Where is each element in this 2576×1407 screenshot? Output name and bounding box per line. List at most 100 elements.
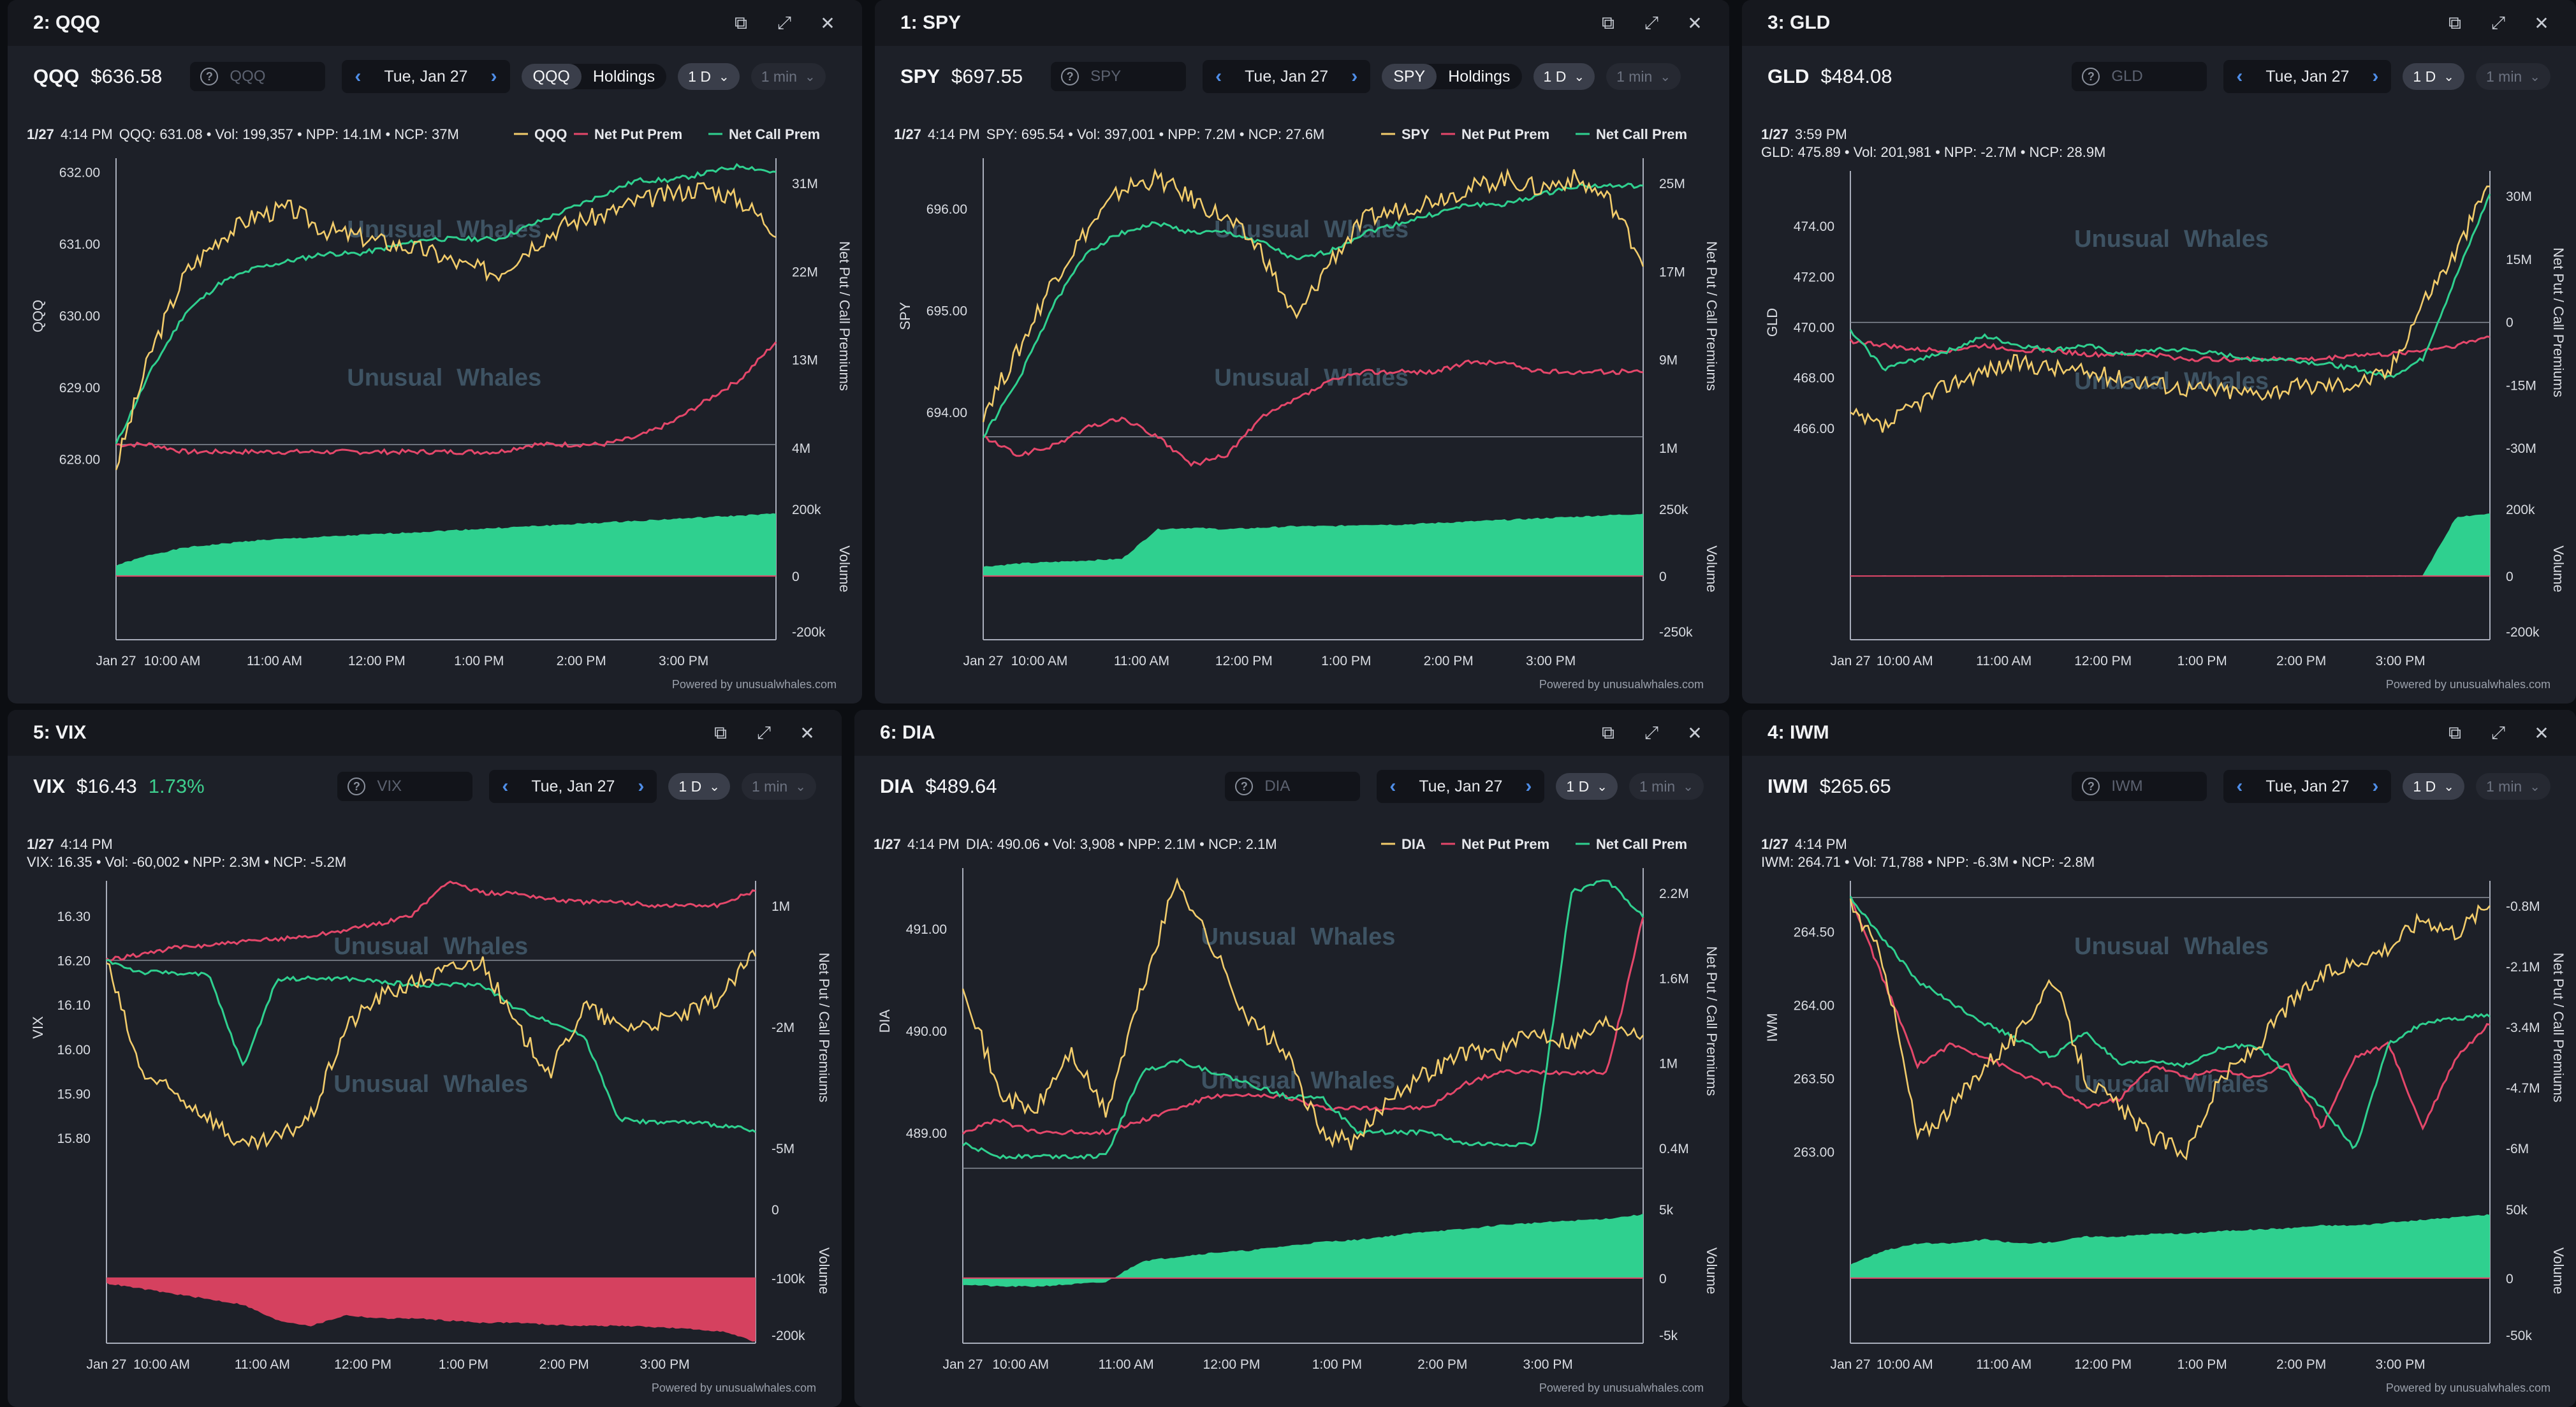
time-tick-label: 3:00 PM xyxy=(1526,654,1576,668)
close-icon[interactable]: ✕ xyxy=(1687,13,1702,33)
toggle-ticker-option[interactable]: SPY xyxy=(1382,64,1437,89)
chevron-right-icon[interactable]: › xyxy=(1351,66,1358,87)
date-label[interactable]: Tue, Jan 27 xyxy=(384,67,468,85)
date-label[interactable]: Tue, Jan 27 xyxy=(2265,67,2350,85)
period-dropdown[interactable]: 1 D ⌄ xyxy=(1533,63,1595,90)
legend-item-0[interactable]: QQQ xyxy=(534,126,567,142)
date-label[interactable]: Tue, Jan 27 xyxy=(1419,777,1503,795)
legend-item-1[interactable]: Net Put Prem xyxy=(594,126,682,142)
interval-dropdown[interactable]: 1 min ⌄ xyxy=(1628,773,1704,800)
legend-item-2[interactable]: Net Call Prem xyxy=(1596,836,1687,852)
powered-by-text[interactable]: Powered by unusualwhales.com xyxy=(2386,1381,2550,1394)
time-tick-label: 12:00 PM xyxy=(2074,654,2132,668)
popout-icon[interactable]: ⧉ xyxy=(714,722,727,742)
powered-by-text[interactable]: Powered by unusualwhales.com xyxy=(1539,678,1704,691)
chevron-right-icon[interactable]: › xyxy=(2372,776,2379,797)
chevron-left-icon[interactable]: ‹ xyxy=(2236,776,2243,797)
popout-icon[interactable]: ⧉ xyxy=(2448,722,2461,742)
watermark-word: Unusual xyxy=(333,933,429,960)
volume-tick-label: 0 xyxy=(2506,570,2514,584)
date-label[interactable]: Tue, Jan 27 xyxy=(2265,777,2350,795)
chart-svg[interactable]: 1/27 4:14 PM QQQ: 631.08 • Vol: 199,357 • … xyxy=(8,107,862,704)
popout-icon[interactable]: ⧉ xyxy=(1602,12,1614,33)
chart-svg[interactable]: 1/27 4:14 PM IWM: 264.71 • Vol: 71,788 • N… xyxy=(1742,817,2576,1407)
chart-svg[interactable]: 1/27 3:59 PM GLD: 475.89 • Vol: 201,981 • … xyxy=(1742,107,2576,704)
powered-by-text[interactable]: Powered by unusualwhales.com xyxy=(2386,678,2550,691)
period-dropdown[interactable]: 1 D ⌄ xyxy=(1556,773,1618,800)
close-icon[interactable]: ✕ xyxy=(2534,13,2549,33)
chevron-left-icon[interactable]: ‹ xyxy=(1215,66,1222,87)
chart-svg[interactable]: 1/27 4:14 PM SPY: 695.54 • Vol: 397,001 • … xyxy=(875,107,1729,704)
expand-icon[interactable]: ⤢ xyxy=(1644,722,1659,742)
readout-time: 4:14 PM xyxy=(928,126,980,142)
price-line xyxy=(962,877,1644,1151)
ticker-search-input[interactable]: ? VIX xyxy=(337,772,473,801)
ticker-search-input[interactable]: ? SPY xyxy=(1051,62,1187,91)
search-help-icon: ? xyxy=(200,68,219,85)
powered-by-text[interactable]: Powered by unusualwhales.com xyxy=(1539,1381,1704,1394)
interval-dropdown[interactable]: 1 min ⌄ xyxy=(750,63,826,90)
right-axis-title: Net Put / Call Premiums xyxy=(816,953,832,1103)
price-tick-label: 263.00 xyxy=(1794,1145,1834,1160)
chevron-left-icon[interactable]: ‹ xyxy=(355,66,362,87)
chart-svg[interactable]: 1/27 4:14 PM VIX: 16.35 • Vol: -60,002 • N… xyxy=(8,817,842,1407)
time-tick-label: 3:00 PM xyxy=(1523,1357,1573,1372)
chevron-right-icon[interactable]: › xyxy=(2372,66,2379,87)
date-label[interactable]: Tue, Jan 27 xyxy=(1245,67,1329,85)
premium-tick-label: 0 xyxy=(2506,316,2514,330)
popout-icon[interactable]: ⧉ xyxy=(1602,722,1614,742)
readout-time: 4:14 PM xyxy=(61,126,113,142)
close-icon[interactable]: ✕ xyxy=(1687,723,1702,743)
powered-by-text[interactable]: Powered by unusualwhales.com xyxy=(672,678,837,691)
chevron-left-icon[interactable]: ‹ xyxy=(2236,66,2243,87)
expand-icon[interactable]: ⤢ xyxy=(777,12,792,33)
interval-dropdown[interactable]: 1 min ⌄ xyxy=(2475,773,2550,800)
powered-by-text[interactable]: Powered by unusualwhales.com xyxy=(652,1381,816,1394)
net-call-prem-line xyxy=(106,959,756,1133)
close-icon[interactable]: ✕ xyxy=(800,723,815,743)
expand-icon[interactable]: ⤢ xyxy=(2491,722,2506,742)
period-dropdown[interactable]: 1 D ⌄ xyxy=(678,63,740,90)
readout-time: 4:14 PM xyxy=(1795,836,1847,852)
chart-svg[interactable]: 1/27 4:14 PM DIA: 490.06 • Vol: 3,908 • NP… xyxy=(854,817,1729,1407)
ticker-search-input[interactable]: ? DIA xyxy=(1225,772,1361,801)
legend-item-2[interactable]: Net Call Prem xyxy=(1596,126,1687,142)
premium-tick-label: 1M xyxy=(1659,441,1678,456)
interval-dropdown[interactable]: 1 min ⌄ xyxy=(2475,63,2550,90)
legend-item-2[interactable]: Net Call Prem xyxy=(729,126,820,142)
chevron-left-icon[interactable]: ‹ xyxy=(1389,776,1396,797)
expand-icon[interactable]: ⤢ xyxy=(1644,12,1659,33)
period-dropdown[interactable]: 1 D ⌄ xyxy=(2403,773,2464,800)
period-dropdown[interactable]: 1 D ⌄ xyxy=(668,773,730,800)
interval-dropdown[interactable]: 1 min ⌄ xyxy=(1606,63,1681,90)
chevron-right-icon[interactable]: › xyxy=(638,776,645,797)
ticker-search-input[interactable]: ? IWM xyxy=(2072,772,2207,801)
close-icon[interactable]: ✕ xyxy=(2534,723,2549,743)
popout-icon[interactable]: ⧉ xyxy=(735,12,747,33)
toggle-ticker-option[interactable]: QQQ xyxy=(521,64,582,89)
search-placeholder: GLD xyxy=(2111,68,2143,85)
chevron-right-icon[interactable]: › xyxy=(490,66,497,87)
toggle-holdings-option[interactable]: Holdings xyxy=(1448,68,1511,85)
legend-item-1[interactable]: Net Put Prem xyxy=(1461,836,1549,852)
expand-icon[interactable]: ⤢ xyxy=(2491,12,2506,33)
watermark-text: Unusual Whales xyxy=(1214,364,1409,391)
toggle-holdings-option[interactable]: Holdings xyxy=(592,68,655,85)
expand-icon[interactable]: ⤢ xyxy=(756,722,772,742)
watermark-word: Whales xyxy=(2184,368,2269,395)
ticker-search-input[interactable]: ? GLD xyxy=(2072,62,2207,91)
price-tick-label: 632.00 xyxy=(59,166,100,180)
legend-item-0[interactable]: SPY xyxy=(1401,126,1430,142)
chevron-right-icon[interactable]: › xyxy=(1525,776,1532,797)
legend-item-1[interactable]: Net Put Prem xyxy=(1461,126,1549,142)
legend-item-0[interactable]: DIA xyxy=(1401,836,1426,852)
chevron-left-icon[interactable]: ‹ xyxy=(502,776,509,797)
date-label[interactable]: Tue, Jan 27 xyxy=(531,777,615,795)
ticker-search-input[interactable]: ? QQQ xyxy=(190,62,326,91)
interval-dropdown[interactable]: 1 min ⌄ xyxy=(741,773,816,800)
net-call-prem-line xyxy=(962,879,1644,1160)
close-icon[interactable]: ✕ xyxy=(820,13,835,33)
period-dropdown[interactable]: 1 D ⌄ xyxy=(2403,63,2464,90)
popout-icon[interactable]: ⧉ xyxy=(2448,12,2461,33)
volume-axis-title: Volume xyxy=(1704,545,1720,592)
